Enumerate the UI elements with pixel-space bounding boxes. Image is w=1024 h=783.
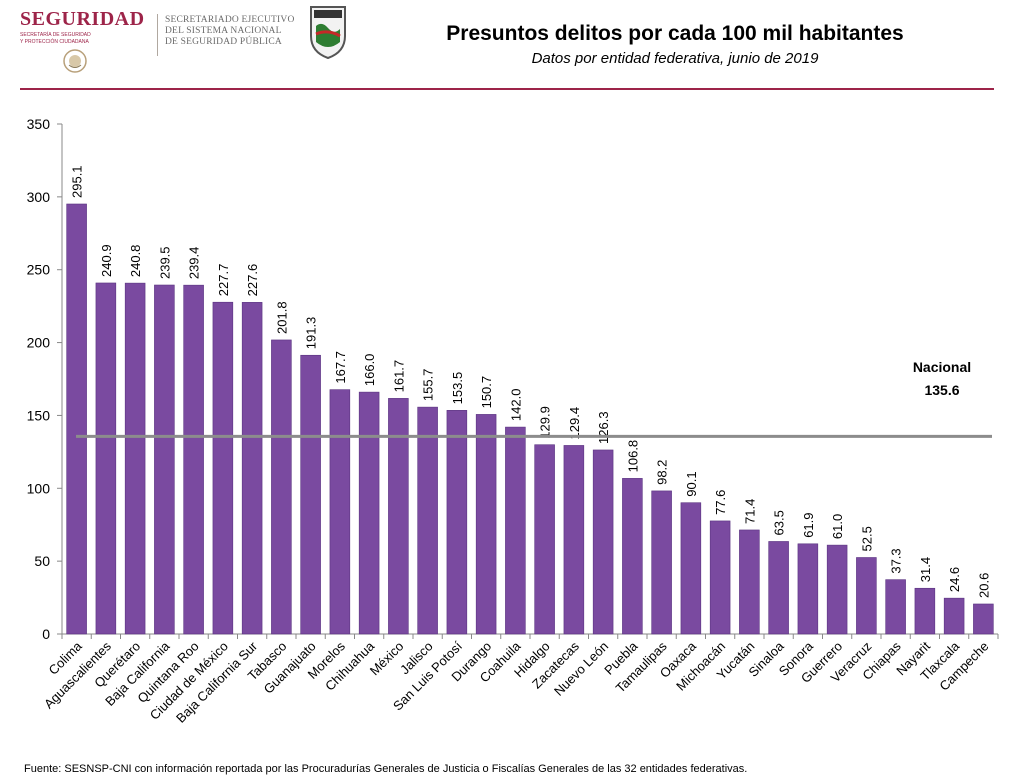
- bar-value-label: 155.7: [421, 369, 436, 402]
- bar: [505, 426, 526, 635]
- header-rule: [20, 88, 994, 90]
- bar-value-label: 31.4: [918, 557, 933, 582]
- bar: [739, 529, 760, 635]
- bar-value-label: 20.6: [976, 573, 991, 598]
- bar-value-label: 191.3: [304, 317, 319, 350]
- seguridad-logo-subline-1: SECRETARÍA DE SEGURIDAD: [20, 32, 91, 38]
- bar: [885, 579, 906, 635]
- bar-value-label: 227.6: [245, 264, 260, 297]
- y-tick-label: 350: [27, 116, 51, 132]
- y-tick-label: 300: [27, 189, 51, 205]
- y-tick-label: 200: [27, 335, 51, 351]
- header-separator: [157, 14, 158, 56]
- bar-value-label: 201.8: [274, 301, 289, 334]
- shield-emblem-icon: [310, 6, 346, 60]
- bar-value-label: 153.5: [450, 372, 465, 405]
- bar: [329, 389, 351, 635]
- y-tick-label: 0: [42, 626, 50, 642]
- bar-value-label: 90.1: [684, 471, 699, 496]
- bar: [943, 597, 965, 635]
- bar-value-label: 129.4: [567, 407, 582, 440]
- bar: [183, 284, 204, 635]
- page-header: SEGURIDAD SECRETARÍA DE SEGURIDAD Y PROT…: [0, 0, 1024, 92]
- y-tick-label: 100: [27, 480, 51, 496]
- bar: [914, 587, 936, 635]
- bar-value-label: 142.0: [508, 389, 523, 422]
- bar: [154, 284, 175, 635]
- bar: [271, 339, 292, 635]
- bar: [417, 406, 438, 635]
- y-tick-label: 150: [27, 407, 51, 423]
- national-seal-icon: [63, 49, 87, 73]
- sesnsp-logo: SECRETARIADO EJECUTIVO DEL SISTEMA NACIO…: [165, 15, 300, 48]
- bar-value-label: 52.5: [859, 526, 874, 551]
- bar: [300, 354, 321, 635]
- bar: [446, 410, 468, 635]
- bar-value-label: 126.3: [596, 411, 611, 444]
- bar: [856, 557, 877, 635]
- bar-value-label: 295.1: [70, 165, 85, 198]
- chart-title: Presuntos delitos por cada 100 mil habit…: [446, 22, 904, 45]
- bar-value-label: 167.7: [333, 351, 348, 384]
- bar: [680, 502, 702, 635]
- bar-value-label: 239.4: [187, 247, 202, 280]
- sesnsp-logo-line-1: SECRETARIADO EJECUTIVO: [165, 15, 295, 25]
- bar: [358, 391, 380, 635]
- bar-value-label: 240.9: [99, 244, 114, 277]
- bar-value-label: 227.7: [216, 264, 231, 297]
- seguridad-logo-subline-2: Y PROTECCIÓN CIUDADANA: [20, 39, 89, 45]
- bar-value-label: 77.6: [713, 490, 728, 515]
- bar: [241, 302, 263, 635]
- bar: [212, 301, 234, 635]
- source-note: Fuente: SESNSP-CNI con información repor…: [24, 763, 748, 775]
- bar-value-label: 106.8: [625, 440, 640, 473]
- bar-value-label: 63.5: [772, 510, 787, 535]
- bar: [768, 541, 789, 635]
- bar-value-label: 24.6: [947, 567, 962, 592]
- y-tick-label: 50: [34, 553, 50, 569]
- bar: [651, 490, 672, 635]
- bar: [709, 520, 731, 635]
- sesnsp-logo-line-3: DE SEGURIDAD PÚBLICA: [165, 37, 282, 47]
- bar: [622, 478, 643, 635]
- bar-value-label: 161.7: [391, 360, 406, 393]
- bar-value-label: 98.2: [655, 460, 670, 485]
- reference-line-value: 135.6: [924, 382, 959, 398]
- bar-value-label: 61.0: [830, 514, 845, 539]
- bar: [475, 414, 497, 635]
- bar: [797, 543, 819, 635]
- bar: [534, 444, 555, 635]
- bar: [592, 449, 614, 635]
- bar: [973, 603, 994, 635]
- bar-value-label: 129.9: [538, 406, 553, 439]
- seguridad-logo-word: SEGURIDAD: [20, 8, 145, 30]
- chart-subtitle: Datos por entidad federativa, junio de 2…: [531, 50, 819, 67]
- seguridad-logo: SEGURIDAD SECRETARÍA DE SEGURIDAD Y PROT…: [20, 8, 150, 79]
- bar: [826, 544, 848, 635]
- bar-value-label: 37.3: [889, 548, 904, 573]
- reference-line-label: Nacional: [913, 359, 971, 375]
- sesnsp-logo-line-2: DEL SISTEMA NACIONAL: [165, 26, 282, 36]
- y-tick-label: 250: [27, 262, 51, 278]
- bar: [66, 203, 87, 635]
- bar: [95, 282, 117, 635]
- bar-value-label: 150.7: [479, 376, 494, 409]
- bar-value-label: 61.9: [801, 512, 816, 537]
- bar: [388, 398, 409, 635]
- category-label: México: [367, 639, 407, 679]
- bar: [563, 445, 585, 635]
- bar-value-label: 239.5: [157, 246, 172, 279]
- bar-value-label: 166.0: [362, 354, 377, 387]
- bar: [124, 282, 146, 635]
- bar-value-label: 71.4: [742, 499, 757, 524]
- bar-value-label: 240.8: [128, 245, 143, 278]
